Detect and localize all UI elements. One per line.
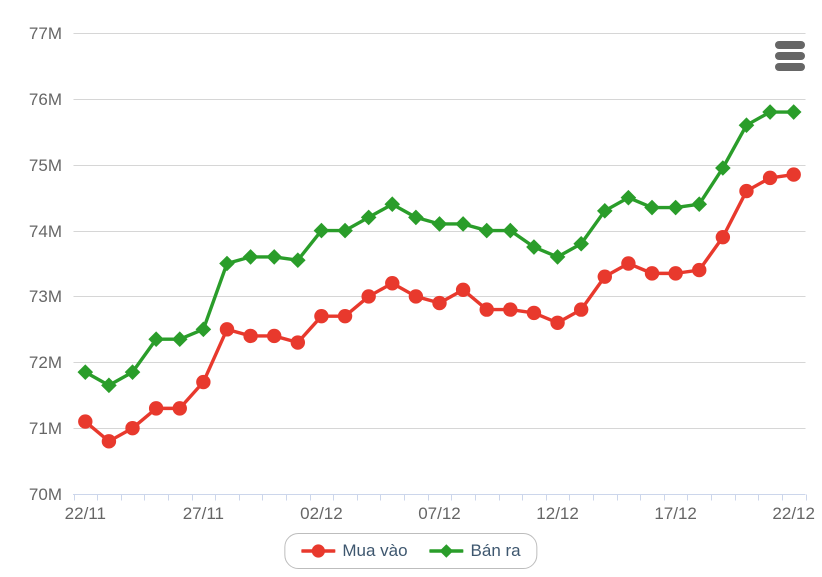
sell-series-point[interactable]: [290, 252, 306, 269]
sell-series-point[interactable]: [242, 249, 259, 265]
legend-item-ban-ra[interactable]: Bán ra: [429, 541, 521, 561]
sell-series-point[interactable]: [549, 249, 566, 265]
sell-series-point[interactable]: [77, 364, 94, 380]
buy-series-point[interactable]: [455, 282, 471, 298]
sell-series-point[interactable]: [408, 209, 424, 226]
buy-series-point[interactable]: [290, 335, 306, 350]
sell-series-point[interactable]: [644, 199, 660, 216]
buy-series-point[interactable]: [267, 328, 282, 344]
x-axis-label: 22/11: [65, 504, 106, 523]
buy-series-point[interactable]: [125, 420, 140, 436]
buy-series-point[interactable]: [314, 308, 329, 324]
x-axis-label: 02/12: [300, 504, 343, 523]
sell-series-point[interactable]: [596, 203, 613, 219]
buy-series-point[interactable]: [550, 315, 565, 330]
y-axis-label: 74M: [29, 222, 62, 241]
hamburger-bar: [775, 52, 805, 60]
buy-series-point[interactable]: [432, 295, 447, 311]
buy-series-point[interactable]: [739, 183, 754, 199]
y-axis-label: 73M: [29, 287, 62, 306]
buy-series-point[interactable]: [361, 289, 376, 304]
buy-series-point[interactable]: [621, 256, 636, 271]
buy-series-point[interactable]: [101, 434, 117, 449]
buy-series-point[interactable]: [503, 302, 518, 317]
sell-series-point[interactable]: [738, 117, 755, 133]
sell-series-point[interactable]: [785, 104, 802, 120]
legend-marker-shape: [311, 544, 325, 558]
sell-series-point[interactable]: [715, 160, 731, 176]
y-axis-label: 72M: [29, 353, 62, 372]
legend-label-ban-ra: Bán ra: [470, 541, 521, 560]
sell-series-point[interactable]: [620, 189, 637, 206]
chart-context-menu-button[interactable]: [774, 40, 806, 72]
buy-series-point[interactable]: [479, 302, 494, 317]
sell-series-point[interactable]: [313, 222, 330, 239]
x-axis-label: 17/12: [654, 504, 697, 523]
buy-series-point[interactable]: [337, 308, 353, 324]
buy-series-point[interactable]: [692, 262, 707, 278]
x-axis-label: 27/11: [183, 504, 224, 523]
hamburger-icon: [775, 41, 805, 71]
buy-series-point[interactable]: [573, 302, 589, 317]
buy-series-point[interactable]: [715, 229, 731, 245]
sell-series-point[interactable]: [667, 199, 684, 216]
legend: Mua vào Bán ra: [284, 533, 538, 569]
x-axis-label: 22/12: [772, 504, 815, 523]
sell-series-point[interactable]: [266, 249, 283, 265]
sell-series-point[interactable]: [573, 235, 589, 252]
sell-series-point[interactable]: [762, 104, 778, 120]
sell-series-point[interactable]: [124, 364, 141, 380]
buy-series-point[interactable]: [385, 276, 400, 291]
buy-series-point[interactable]: [78, 414, 93, 429]
buy-series-point[interactable]: [786, 167, 801, 182]
buy-series-point[interactable]: [597, 269, 612, 284]
legend-marker-shape: [439, 544, 454, 558]
y-axis-label: 70M: [29, 485, 62, 504]
sell-series-point[interactable]: [337, 222, 353, 239]
sell-series-point[interactable]: [431, 216, 448, 232]
y-axis-label: 77M: [29, 24, 62, 43]
sell-series-point[interactable]: [171, 331, 188, 348]
buy-series-point[interactable]: [762, 170, 778, 186]
sell-series-point[interactable]: [502, 222, 519, 239]
buy-series-point[interactable]: [219, 322, 235, 337]
sell-series-point[interactable]: [219, 255, 235, 272]
buy-series-point[interactable]: [172, 401, 187, 416]
sell-series-point[interactable]: [691, 196, 708, 213]
sell-series-point[interactable]: [195, 321, 212, 338]
sell-series-point[interactable]: [148, 331, 164, 348]
sell-series-point[interactable]: [526, 239, 542, 255]
buy-series-point[interactable]: [196, 374, 211, 390]
sell-series-point[interactable]: [101, 377, 117, 394]
buy-series-point[interactable]: [644, 266, 660, 281]
hamburger-bar: [775, 41, 805, 49]
y-axis-label: 75M: [29, 156, 62, 175]
y-axis-label: 76M: [29, 90, 62, 109]
legend-item-mua-vao[interactable]: Mua vào: [301, 541, 408, 561]
hamburger-bar: [775, 63, 805, 71]
buy-series-point[interactable]: [243, 328, 258, 344]
sell-series-marker-icon: [429, 544, 464, 558]
x-axis-label: 07/12: [418, 504, 461, 523]
sell-series-point[interactable]: [455, 216, 471, 232]
buy-series-point[interactable]: [526, 305, 542, 321]
buy-series-point[interactable]: [668, 266, 683, 281]
buy-series-point[interactable]: [148, 401, 164, 416]
y-axis-label: 71M: [29, 419, 62, 438]
sell-series-point[interactable]: [478, 222, 495, 239]
sell-series-point[interactable]: [360, 209, 377, 226]
x-axis-label: 12/12: [536, 504, 579, 523]
sell-series-point[interactable]: [384, 196, 401, 213]
buy-series-marker-icon: [301, 544, 336, 558]
sell-series-line: [83, 110, 796, 388]
buy-series-point[interactable]: [408, 289, 424, 304]
legend-label-mua-vao: Mua vào: [342, 541, 408, 560]
